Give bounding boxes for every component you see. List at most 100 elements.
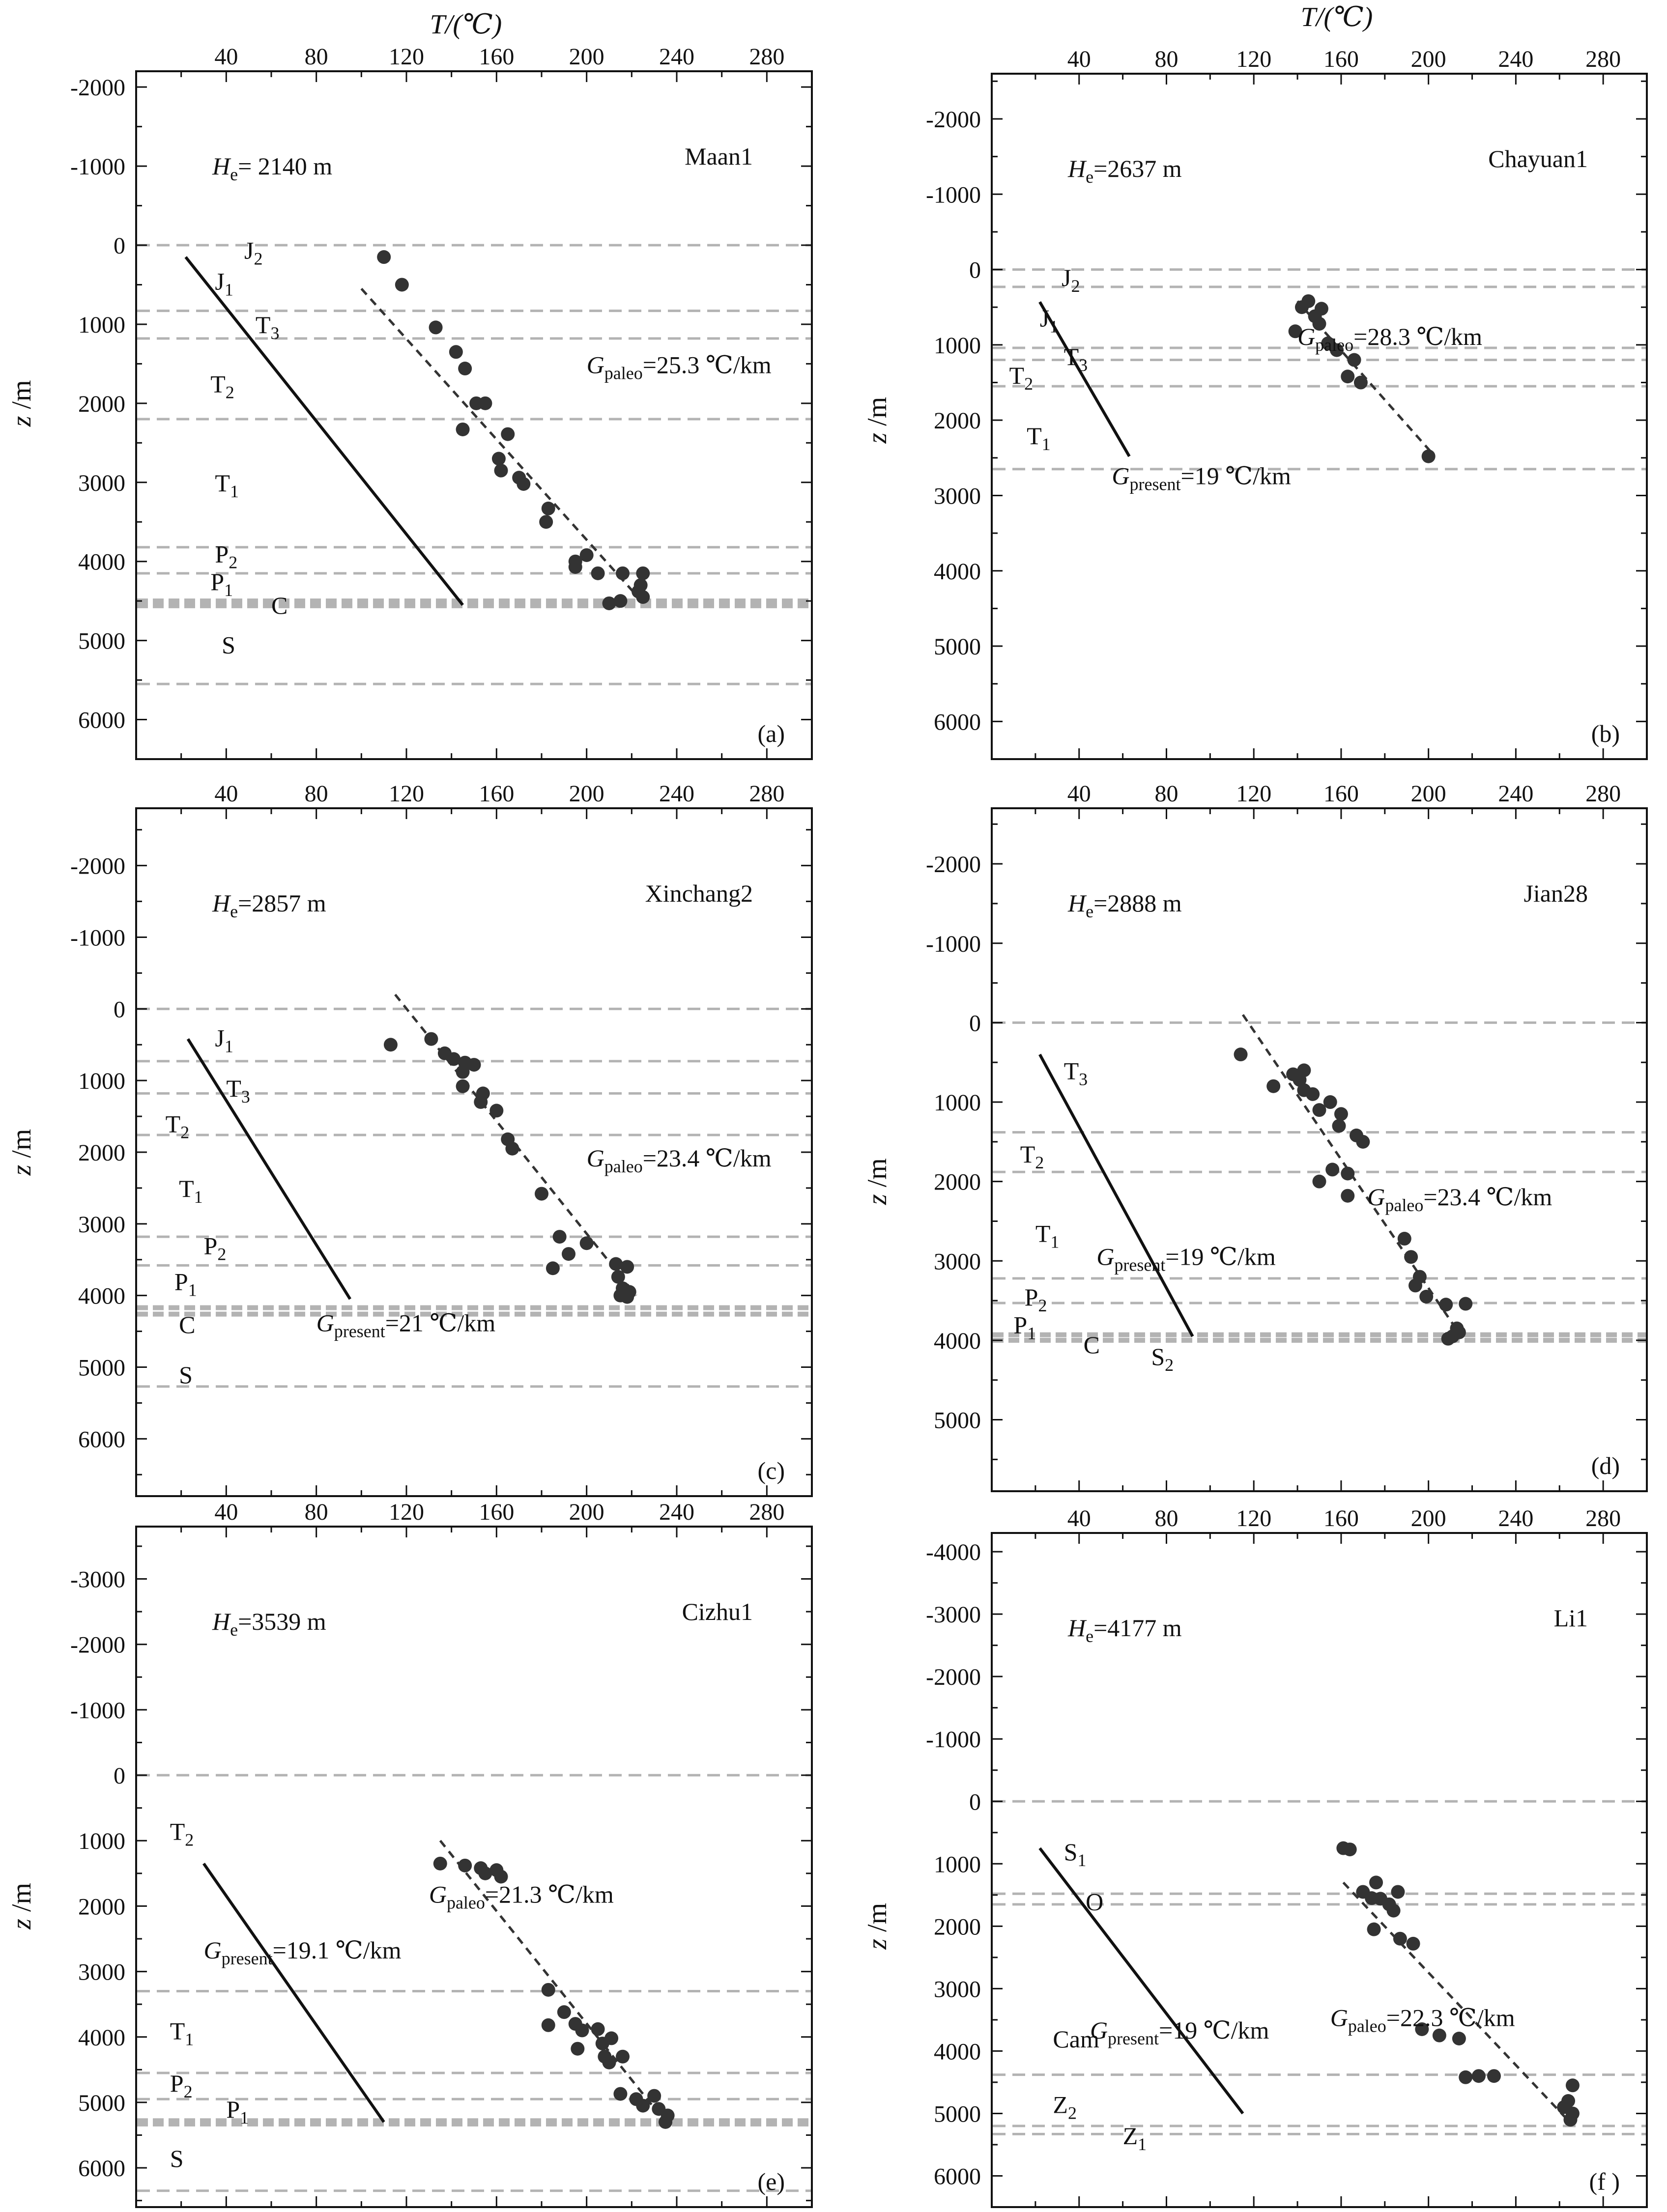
x-tick-label: 80 — [305, 1499, 328, 1525]
data-point — [571, 2042, 585, 2056]
strata-label: P1 — [210, 568, 233, 600]
strata-label: T3 — [1064, 1057, 1088, 1089]
x-tick-label: 200 — [1411, 46, 1446, 72]
x-tick-label: 240 — [1498, 781, 1533, 807]
data-point — [1234, 1048, 1248, 1062]
y-tick-label: -2000 — [926, 851, 981, 878]
y-tick-label: 1000 — [934, 333, 981, 359]
he-label: He=2888 m — [1067, 889, 1182, 921]
data-point — [517, 477, 531, 491]
x-tick-label: 80 — [305, 44, 328, 70]
data-point — [613, 594, 628, 608]
data-point — [1432, 2028, 1446, 2042]
data-point — [474, 1095, 488, 1109]
y-tick-label: -1000 — [926, 931, 981, 957]
well-name: Maan1 — [685, 142, 753, 170]
he-label: He= 2140 m — [212, 152, 332, 184]
strata-label: Z1 — [1123, 2122, 1147, 2154]
y-tick-label: 3000 — [934, 1248, 981, 1275]
strata-label: P1 — [1013, 1311, 1036, 1343]
y-tick-label: -1000 — [70, 925, 125, 951]
y-tick-label: 2000 — [934, 1169, 981, 1195]
paleo-gradient-label: Gpaleo=23.4 ℃/km — [1367, 1183, 1552, 1215]
y-tick-label: 6000 — [78, 1426, 125, 1452]
data-point — [433, 1856, 447, 1871]
x-tick-label: 80 — [1154, 46, 1178, 72]
y-tick-label: -1000 — [70, 1698, 125, 1724]
data-point — [395, 278, 409, 292]
x-tick-label: 160 — [479, 44, 514, 70]
strata-label: S1 — [1064, 1838, 1087, 1870]
strata-label: J1 — [215, 1024, 233, 1056]
y-tick-label: 0 — [114, 1763, 125, 1789]
present-gradient-line — [184, 256, 464, 606]
data-point — [1421, 449, 1436, 463]
x-tick-label: 280 — [1585, 46, 1621, 72]
x-tick-label: 200 — [1411, 1505, 1446, 1531]
data-point — [1301, 294, 1316, 308]
data-point — [467, 1058, 481, 1072]
strata-label: T1 — [215, 469, 239, 501]
y-tick-label: 1000 — [78, 1068, 125, 1094]
y-tick-label: -4000 — [926, 1539, 981, 1565]
data-point — [591, 566, 605, 580]
panel-c: 40 80 120 160 200 240 280 -2000 -1000 0 1000 2000 30… — [6, 781, 813, 1497]
y-tick-label: 0 — [114, 233, 125, 259]
present-gradient-label: Gpresent=21 ℃/km — [316, 1309, 496, 1341]
strata-label: T2 — [210, 370, 234, 402]
strata-label: C — [271, 592, 287, 619]
plot-frame — [135, 1526, 813, 2208]
y-tick-label: 0 — [969, 1010, 981, 1036]
data-point — [613, 2087, 628, 2101]
y-tick-label: 2000 — [934, 1914, 981, 1940]
y-tick-label: 4000 — [78, 2025, 125, 2051]
data-point — [620, 1260, 634, 1274]
data-point — [1459, 2070, 1473, 2084]
panels: 40 80 120 160 200 240 280-2000-100001000200030… — [6, 44, 1648, 2208]
x-tick-label: 40 — [1067, 781, 1091, 807]
data-point — [478, 1866, 492, 1880]
x-axis-title: T/(℃) — [430, 9, 502, 40]
plot-frame — [991, 73, 1648, 760]
strata-label: T1 — [179, 1175, 203, 1207]
well-name: Xinchang2 — [645, 879, 753, 907]
y-tick-label: -2000 — [926, 107, 981, 133]
strata-label: P1 — [174, 1268, 197, 1300]
data-point — [1312, 1174, 1326, 1189]
x-tick-label: 240 — [659, 44, 694, 70]
data-point — [1471, 2069, 1486, 2083]
y-tick-label: 6000 — [78, 2155, 125, 2182]
data-point — [539, 515, 553, 529]
y-tick-label: 1000 — [78, 1828, 125, 1854]
y-tick-label: 3000 — [78, 1959, 125, 1985]
data-point — [1312, 1103, 1326, 1117]
data-point — [579, 548, 594, 562]
y-tick-label: 1000 — [78, 312, 125, 338]
strata-label: J2 — [1062, 264, 1080, 296]
x-tick-label: 200 — [1411, 781, 1446, 807]
data-point — [562, 1247, 575, 1261]
x-tick-label: 80 — [1154, 781, 1178, 807]
data-point — [429, 320, 443, 335]
data-point — [505, 1141, 519, 1156]
data-point — [541, 2018, 555, 2032]
data-point — [1314, 302, 1328, 316]
paleo-gradient-label: Gpaleo=21.3 ℃/km — [429, 1881, 614, 1913]
y-tick-label: 3000 — [934, 1976, 981, 2002]
data-point — [602, 596, 616, 610]
data-point — [1353, 375, 1368, 390]
y-tick-label: 0 — [969, 1789, 981, 1815]
panel-label: (b) — [1591, 720, 1620, 747]
data-point — [1312, 316, 1326, 331]
data-point — [456, 1065, 470, 1079]
data-point — [1266, 1079, 1281, 1093]
data-point — [447, 1052, 461, 1066]
data-point — [620, 1290, 634, 1304]
data-point — [494, 1870, 508, 1884]
y-tick-label: 3000 — [78, 1212, 125, 1238]
strata-label: T2 — [170, 1817, 194, 1849]
x-tick-label: 240 — [659, 1499, 694, 1525]
y-tick-label: 5000 — [78, 1355, 125, 1381]
data-point — [456, 422, 470, 436]
